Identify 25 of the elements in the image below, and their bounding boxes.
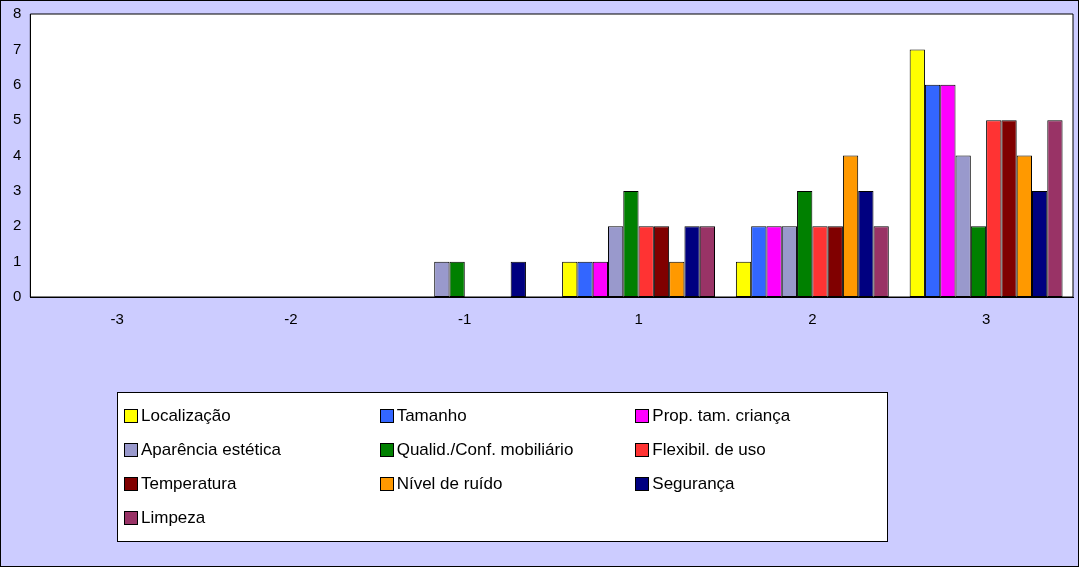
y-tick-label: 6	[13, 74, 22, 92]
y-tick-label: 1	[13, 251, 22, 269]
x-tick-label: 1	[634, 310, 643, 328]
legend-label: Flexibil. de uso	[652, 440, 766, 460]
x-tick-label: 2	[808, 310, 817, 328]
x-tick-label: -2	[284, 310, 298, 328]
legend-label: Temperatura	[141, 474, 237, 494]
legend-label: Qualid./Conf. mobiliário	[396, 440, 574, 460]
y-tick-label: 3	[13, 181, 22, 199]
legend-label: Aparência estética	[141, 440, 281, 460]
y-tick-label: 5	[13, 110, 22, 128]
legend-label: Segurança	[652, 474, 735, 494]
x-tick-label: 3	[981, 310, 991, 328]
y-tick-label: 4	[13, 145, 22, 163]
legend-label: Prop. tam. criança	[652, 406, 791, 426]
legend-label: Nível de ruído	[396, 474, 503, 494]
y-tick-label: 8	[13, 4, 22, 22]
legend-label: Localização	[141, 406, 231, 426]
y-tick-label: 2	[13, 216, 22, 234]
legend-label: Tamanho	[396, 406, 467, 426]
x-tick-label: -1	[458, 310, 472, 328]
y-tick-label: 7	[13, 39, 22, 57]
y-tick-label: 0	[13, 287, 22, 305]
x-tick-label: -3	[110, 310, 124, 328]
legend-label: Limpeza	[141, 508, 206, 528]
